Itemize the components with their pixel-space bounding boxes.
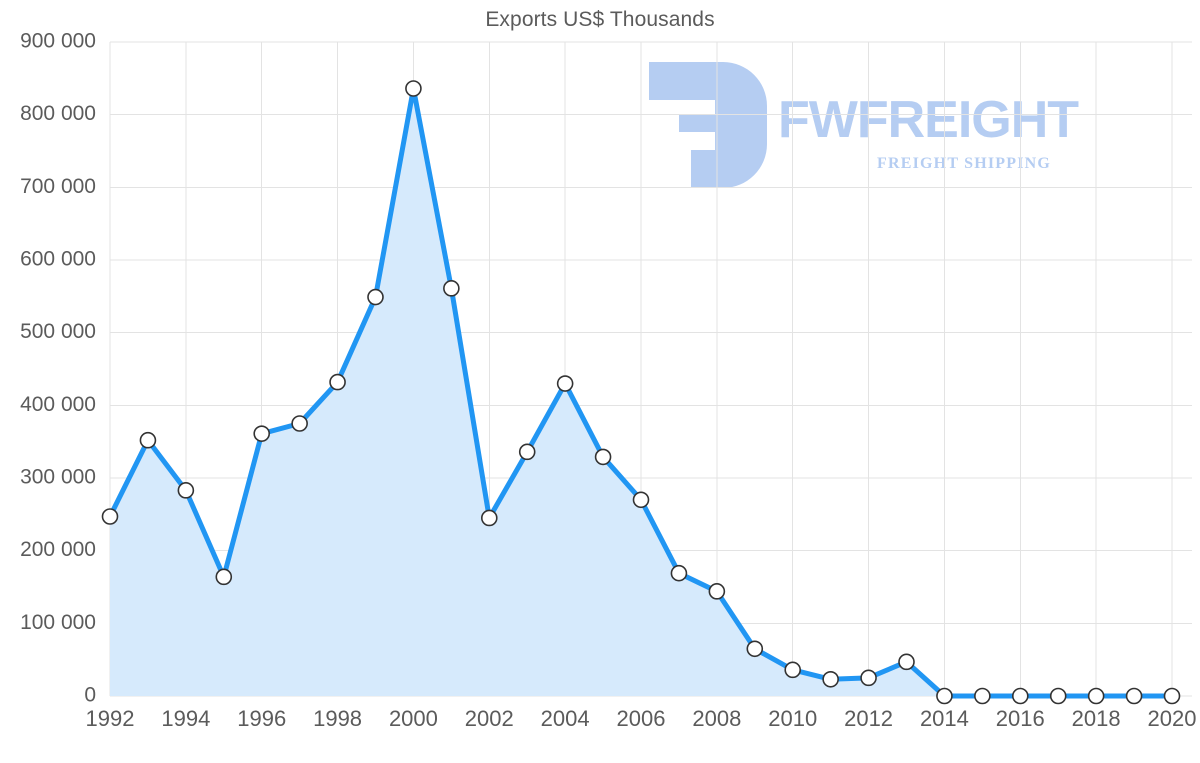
data-point-marker[interactable] (670, 564, 688, 582)
data-point-marker[interactable] (291, 415, 308, 432)
y-axis-tick-label: 700 000 (20, 175, 96, 198)
data-point-marker[interactable] (1125, 687, 1143, 705)
data-point-markers[interactable] (101, 80, 1181, 705)
x-axis-tick-label: 2000 (389, 706, 438, 731)
x-axis-tick-label: 2008 (692, 706, 741, 731)
y-axis-tick-label: 100 000 (20, 611, 96, 634)
y-axis-tick-label: 600 000 (20, 248, 96, 271)
data-point-marker[interactable] (936, 687, 953, 705)
data-point-marker[interactable] (822, 670, 839, 688)
data-point-marker[interactable] (974, 687, 991, 705)
data-point-marker[interactable] (594, 448, 612, 466)
data-point-marker[interactable] (405, 80, 422, 97)
x-axis-tick-label: 1994 (161, 706, 210, 731)
data-point-marker[interactable] (253, 425, 271, 442)
data-point-marker[interactable] (329, 373, 346, 391)
data-point-marker[interactable] (443, 280, 460, 297)
chart-title: Exports US$ Thousands (485, 8, 715, 31)
y-axis-tick-label: 400 000 (20, 393, 96, 416)
x-axis-tick-label: 2016 (996, 706, 1045, 731)
x-axis-tick-label: 2014 (920, 706, 969, 731)
data-point-marker[interactable] (632, 491, 650, 509)
data-point-marker[interactable] (177, 482, 195, 499)
y-axis-tick-label: 800 000 (20, 102, 96, 125)
y-axis-tick-label: 900 000 (20, 30, 96, 53)
data-point-marker[interactable] (1011, 687, 1029, 705)
data-point-marker[interactable] (898, 653, 915, 671)
x-axis-tick-label: 2004 (541, 706, 590, 731)
x-axis-tick-label: 1998 (313, 706, 362, 731)
y-axis-tick-label: 300 000 (20, 466, 96, 489)
data-point-marker[interactable] (215, 568, 233, 586)
data-point-marker[interactable] (367, 288, 384, 306)
data-point-marker[interactable] (101, 508, 119, 525)
data-point-marker[interactable] (556, 375, 574, 392)
x-axis-tick-label: 2002 (465, 706, 514, 731)
area-fill (110, 88, 1172, 696)
x-axis-tick-label: 2018 (1072, 706, 1121, 731)
x-axis-tick-label: 2012 (844, 706, 893, 731)
y-axis-tick-label: 200 000 (20, 538, 96, 561)
data-point-marker[interactable] (1163, 687, 1181, 705)
data-point-marker[interactable] (860, 669, 877, 687)
x-axis-tick-label: 2020 (1148, 706, 1197, 731)
x-axis-tick-label: 2010 (768, 706, 817, 731)
data-point-marker[interactable] (1049, 687, 1067, 705)
x-axis-tick-label: 1996 (237, 706, 286, 731)
y-axis-tick-label: 500 000 (20, 320, 96, 343)
data-point-marker[interactable] (1087, 687, 1105, 705)
y-axis-tick-label: 0 (84, 684, 96, 707)
data-point-marker[interactable] (480, 509, 498, 527)
data-point-marker[interactable] (708, 583, 726, 600)
data-point-marker[interactable] (784, 661, 802, 679)
x-axis-tick-labels: 1992 1994 1996 1998 2000 2002 2004 2006 2008 2010… (86, 706, 1197, 731)
y-axis-tick-labels: 0 100 000 200 000 300 000 400 000 500 000 600 … (20, 30, 96, 707)
data-point-marker[interactable] (746, 640, 764, 658)
data-point-marker[interactable] (518, 443, 536, 461)
x-axis-tick-label: 1992 (86, 706, 135, 731)
x-axis-tick-label: 2006 (617, 706, 666, 731)
data-point-marker[interactable] (139, 431, 157, 449)
